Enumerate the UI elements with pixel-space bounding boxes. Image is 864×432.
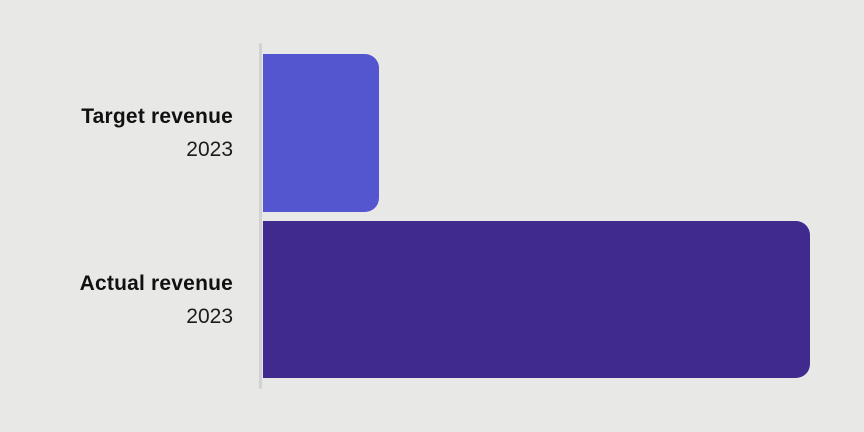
chart-row-target-revenue: Target revenue 2023 <box>0 54 864 212</box>
category-name: Actual revenue <box>79 271 233 295</box>
category-name: Target revenue <box>81 105 233 128</box>
bar-actual-revenue <box>263 221 810 378</box>
chart-row-actual-revenue: Actual revenue 2023 <box>0 221 864 378</box>
bar-track-actual-revenue <box>263 221 810 378</box>
category-year: 2023 <box>186 138 233 161</box>
category-label-actual-revenue: Actual revenue 2023 <box>0 221 233 378</box>
bar-track-target-revenue <box>263 54 810 212</box>
y-axis-line <box>259 43 262 389</box>
category-label-target-revenue: Target revenue 2023 <box>0 54 233 212</box>
category-year: 2023 <box>186 304 233 328</box>
bar-target-revenue <box>263 54 379 212</box>
